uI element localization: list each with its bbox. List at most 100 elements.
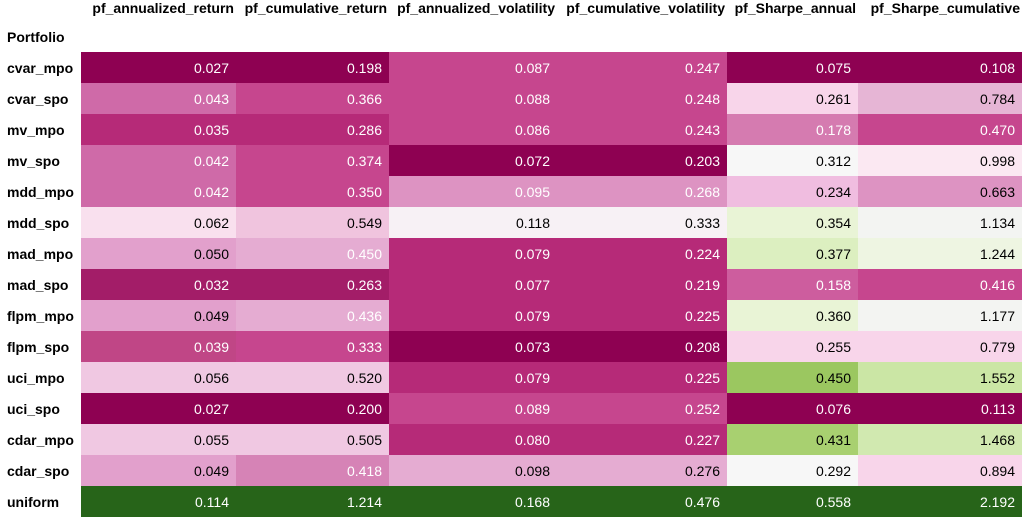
value-cell: 0.558 [727,486,858,517]
value-cell: 0.168 [389,486,557,517]
value-cell: 0.072 [389,145,557,176]
table-row: mad_mpo 0.050 0.450 0.079 0.224 0.377 1.244 [0,238,1022,269]
value-cell: 0.088 [389,83,557,114]
value-cell: 0.255 [727,331,858,362]
value-cell: 0.333 [557,207,727,238]
value-cell: 0.248 [557,83,727,114]
value-cell: 0.049 [81,455,236,486]
value-cell: 0.203 [557,145,727,176]
row-label: cvar_mpo [0,52,81,83]
value-cell: 0.549 [236,207,389,238]
value-cell: 0.470 [858,114,1022,145]
value-cell: 0.292 [727,455,858,486]
value-cell: 0.055 [81,424,236,455]
column-header: pf_Sharpe_annual [734,0,856,16]
row-label: cvar_spo [0,83,81,114]
value-cell: 0.073 [389,331,557,362]
value-cell: 0.268 [557,176,727,207]
value-cell: 0.062 [81,207,236,238]
value-cell: 0.894 [858,455,1022,486]
value-cell: 0.208 [557,331,727,362]
value-cell: 0.114 [81,486,236,517]
value-cell: 0.998 [858,145,1022,176]
value-cell: 0.095 [389,176,557,207]
value-cell: 0.178 [727,114,858,145]
value-cell: 1.552 [858,362,1022,393]
value-cell: 0.035 [81,114,236,145]
value-cell: 0.087 [389,52,557,83]
index-header: Portfolio [7,29,65,45]
value-cell: 1.214 [236,486,389,517]
value-cell: 0.032 [81,269,236,300]
corner-cell [0,0,81,22]
value-cell: 0.243 [557,114,727,145]
value-cell: 0.080 [389,424,557,455]
value-cell: 0.276 [557,455,727,486]
table-row: cvar_mpo 0.027 0.198 0.087 0.247 0.075 0.108 [0,52,1022,83]
row-label: flpm_spo [0,331,81,362]
table-row: flpm_mpo 0.049 0.436 0.079 0.225 0.360 1.177 [0,300,1022,331]
value-cell: 0.050 [81,238,236,269]
value-cell: 0.089 [389,393,557,424]
value-cell: 0.450 [236,238,389,269]
table-row: mv_spo 0.042 0.374 0.072 0.203 0.312 0.998 [0,145,1022,176]
value-cell: 2.192 [858,486,1022,517]
value-cell: 0.312 [727,145,858,176]
value-cell: 0.360 [727,300,858,331]
value-cell: 0.198 [236,52,389,83]
value-cell: 0.042 [81,176,236,207]
value-cell: 0.075 [727,52,858,83]
table-row: flpm_spo 0.039 0.333 0.073 0.208 0.255 0.779 [0,331,1022,362]
value-cell: 0.247 [557,52,727,83]
table-row: uniform 0.114 1.214 0.168 0.476 0.558 2.192 [0,486,1022,517]
value-cell: 0.354 [727,207,858,238]
row-label: mdd_spo [0,207,81,238]
value-cell: 0.350 [236,176,389,207]
value-cell: 0.779 [858,331,1022,362]
value-cell: 1.177 [858,300,1022,331]
row-label: uniform [0,486,81,517]
value-cell: 0.252 [557,393,727,424]
value-cell: 0.049 [81,300,236,331]
value-cell: 0.118 [389,207,557,238]
value-cell: 0.286 [236,114,389,145]
value-cell: 0.200 [236,393,389,424]
value-cell: 0.224 [557,238,727,269]
value-cell: 0.333 [236,331,389,362]
table-row: mdd_mpo 0.042 0.350 0.095 0.268 0.234 0.663 [0,176,1022,207]
row-label: cdar_spo [0,455,81,486]
column-header: pf_Sharpe_cumulative [870,0,1020,16]
value-cell: 0.784 [858,83,1022,114]
value-cell: 0.079 [389,300,557,331]
row-label: mdd_mpo [0,176,81,207]
table-row: mv_mpo 0.035 0.286 0.086 0.243 0.178 0.470 [0,114,1022,145]
value-cell: 0.436 [236,300,389,331]
value-cell: 1.468 [858,424,1022,455]
value-cell: 0.263 [236,269,389,300]
row-label: mad_mpo [0,238,81,269]
value-cell: 0.108 [858,52,1022,83]
column-header: pf_cumulative_volatility [566,0,725,16]
value-cell: 0.450 [727,362,858,393]
value-cell: 0.476 [557,486,727,517]
table-row: cdar_mpo 0.055 0.505 0.080 0.227 0.431 1.468 [0,424,1022,455]
row-label: mv_mpo [0,114,81,145]
row-label: flpm_mpo [0,300,81,331]
table-row: uci_spo 0.027 0.200 0.089 0.252 0.076 0.113 [0,393,1022,424]
column-header: pf_cumulative_return [244,0,387,16]
value-cell: 0.113 [858,393,1022,424]
value-cell: 0.042 [81,145,236,176]
value-cell: 0.366 [236,83,389,114]
row-label: uci_spo [0,393,81,424]
column-header: pf_annualized_return [92,0,234,16]
value-cell: 0.219 [557,269,727,300]
value-cell: 0.225 [557,300,727,331]
value-cell: 1.134 [858,207,1022,238]
value-cell: 0.079 [389,362,557,393]
value-cell: 0.076 [727,393,858,424]
value-cell: 0.079 [389,238,557,269]
row-label: mv_spo [0,145,81,176]
value-cell: 0.077 [389,269,557,300]
column-header: pf_annualized_volatility [397,0,555,16]
value-cell: 0.043 [81,83,236,114]
